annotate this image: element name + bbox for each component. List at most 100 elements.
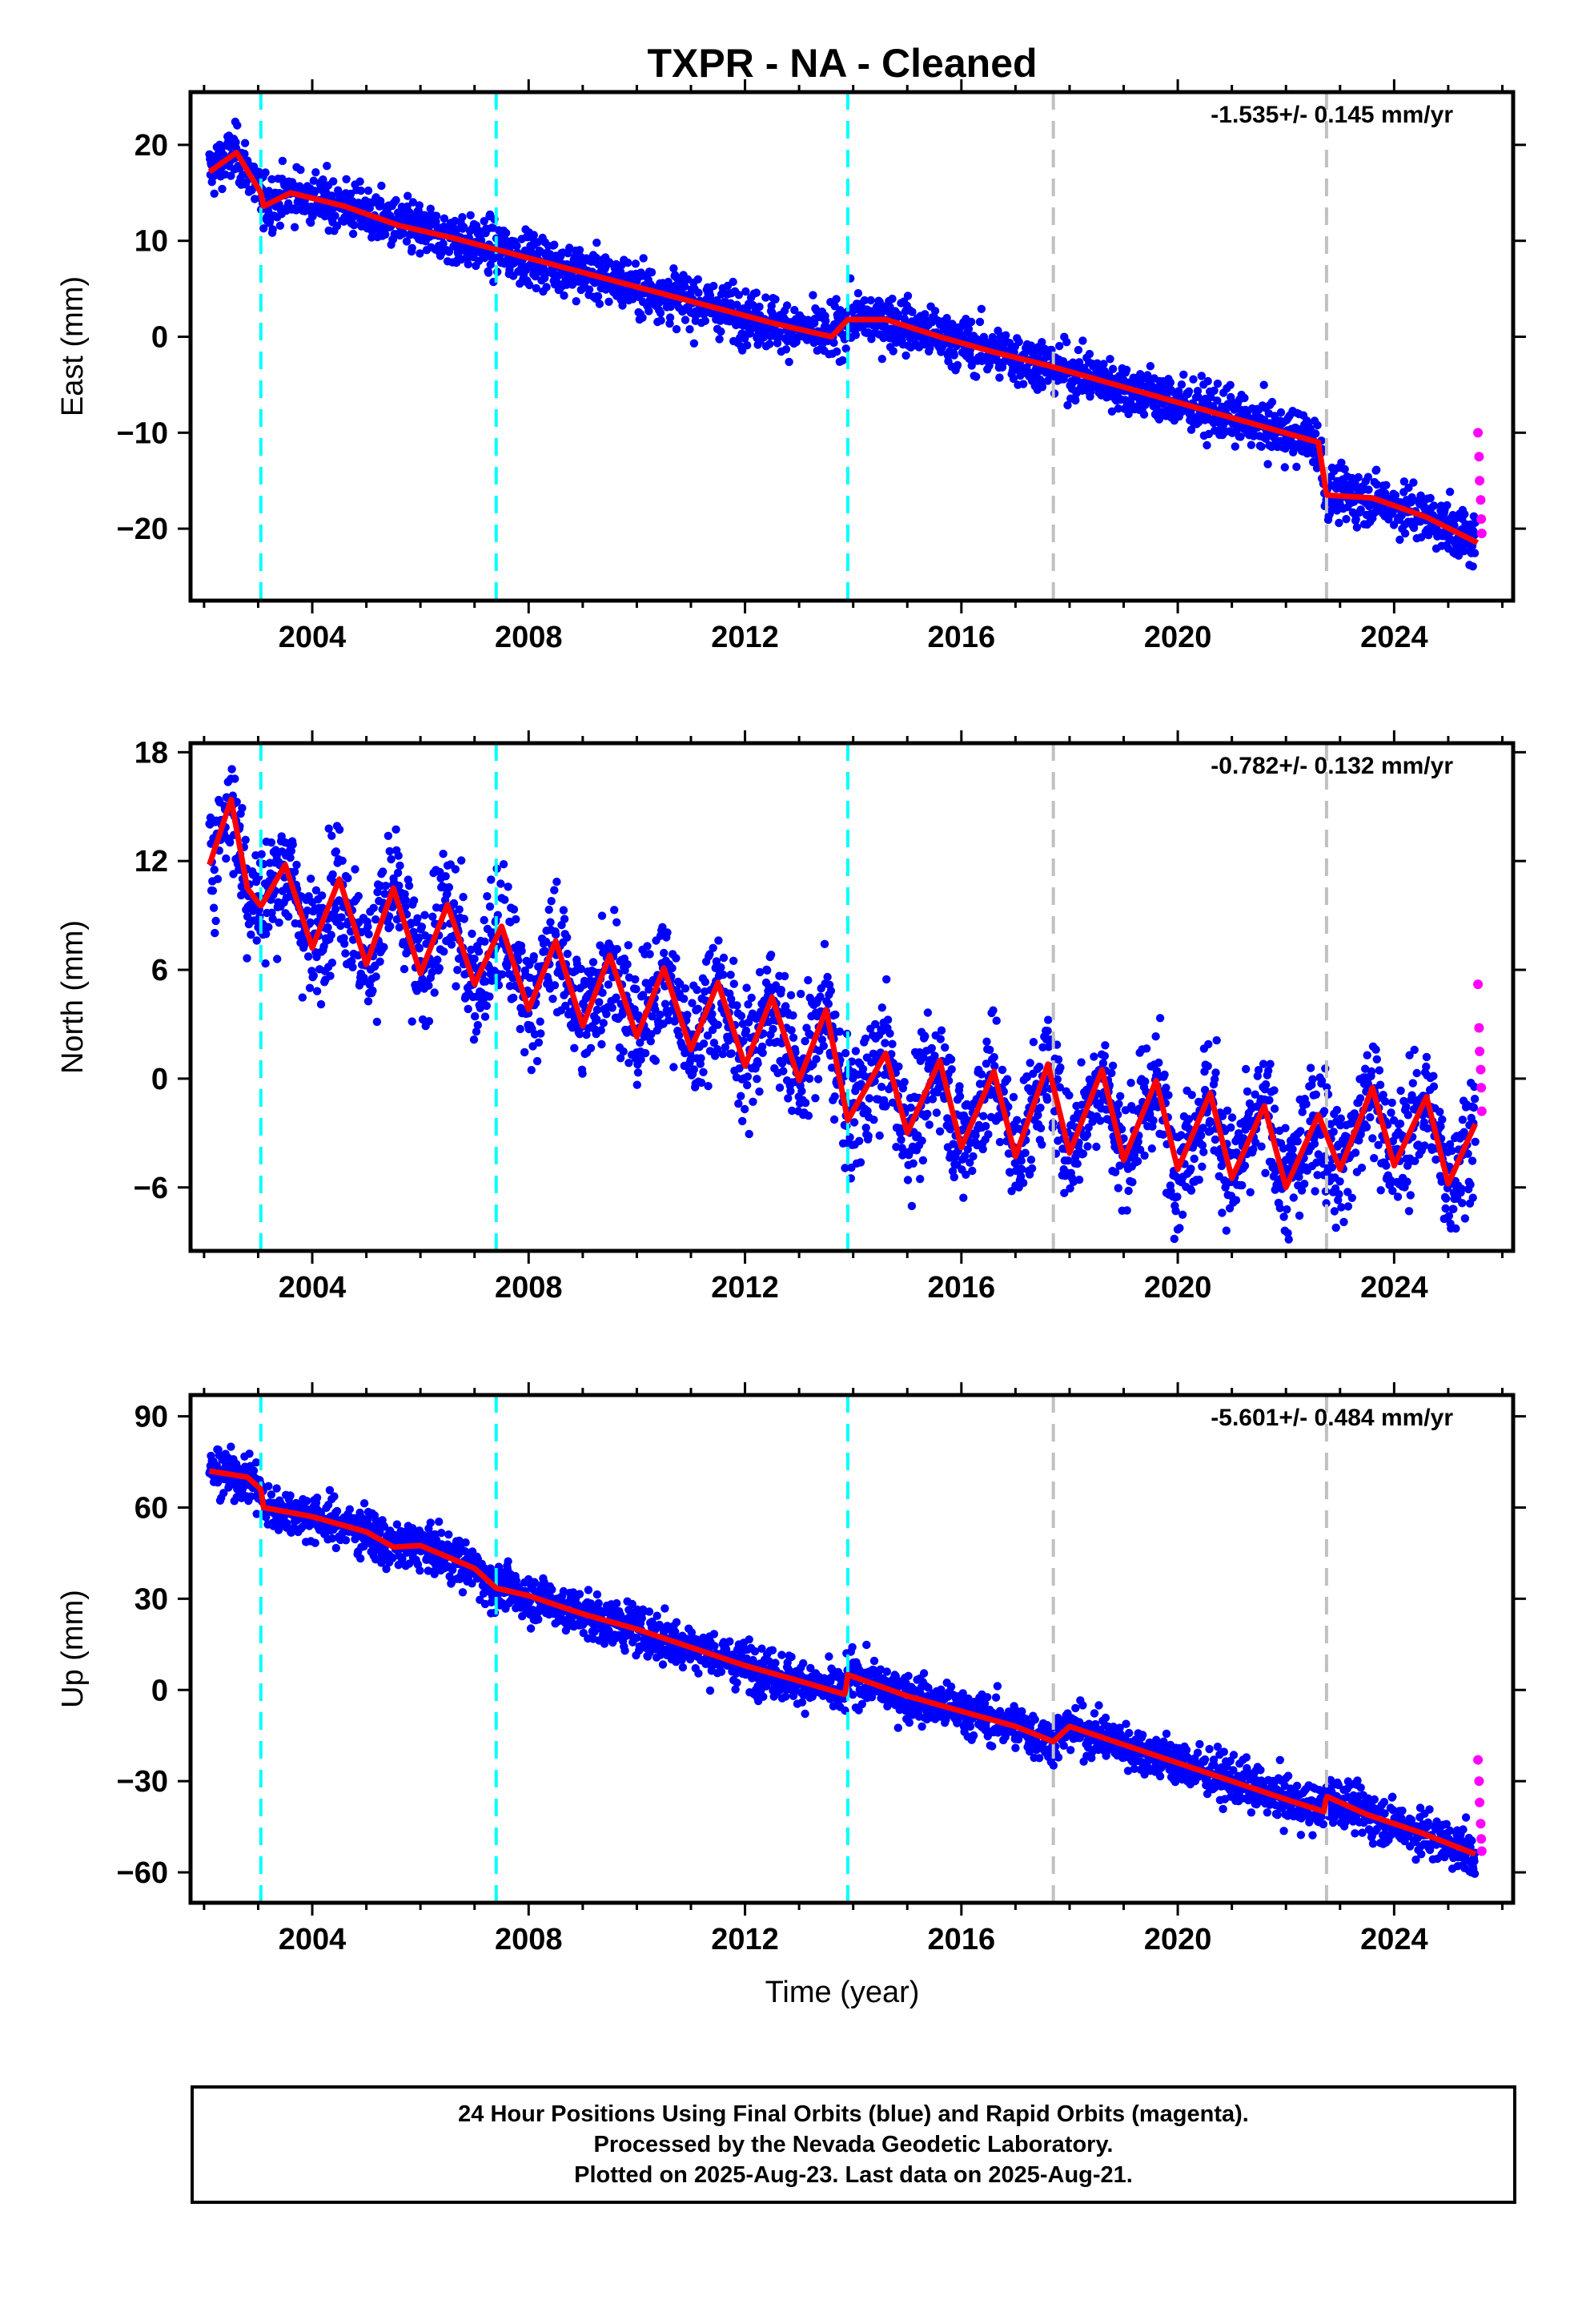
final-orbit-point bbox=[805, 1074, 814, 1084]
final-orbit-point bbox=[663, 928, 672, 937]
final-orbit-point bbox=[1267, 397, 1277, 407]
final-orbit-point bbox=[424, 981, 433, 990]
final-orbit-point bbox=[1108, 1061, 1118, 1071]
final-orbit-point bbox=[541, 947, 550, 956]
y-tick-label: −20 bbox=[117, 513, 168, 546]
final-orbit-point bbox=[470, 955, 479, 963]
final-orbit-point bbox=[371, 972, 380, 981]
final-orbit-point bbox=[430, 988, 439, 997]
final-orbit-point bbox=[681, 282, 689, 291]
final-orbit-point bbox=[1195, 418, 1203, 427]
final-orbit-point bbox=[259, 224, 268, 233]
final-orbit-point bbox=[1203, 376, 1212, 386]
final-orbit-point bbox=[363, 923, 372, 931]
final-orbit-point bbox=[975, 317, 985, 327]
final-orbit-point bbox=[909, 1159, 917, 1168]
final-orbit-point bbox=[785, 357, 793, 367]
final-orbits-series bbox=[205, 765, 1480, 1244]
final-orbit-point bbox=[1085, 349, 1094, 359]
final-orbit-point bbox=[685, 325, 694, 334]
final-orbit-point bbox=[885, 1029, 894, 1038]
final-orbit-point bbox=[363, 997, 373, 1006]
final-orbit-point bbox=[1261, 1168, 1270, 1178]
final-orbit-point bbox=[1468, 562, 1477, 571]
final-orbit-point bbox=[668, 963, 677, 973]
final-orbit-point bbox=[267, 908, 276, 918]
final-orbit-point bbox=[925, 1120, 934, 1129]
final-orbit-point bbox=[327, 931, 335, 939]
final-orbit-point bbox=[801, 1099, 810, 1108]
final-orbit-point bbox=[435, 963, 444, 973]
final-orbit-point bbox=[309, 176, 318, 185]
final-orbit-point bbox=[399, 229, 408, 238]
final-orbit-point bbox=[1295, 1211, 1304, 1220]
final-orbit-point bbox=[733, 1001, 741, 1010]
final-orbit-point bbox=[633, 1068, 643, 1077]
final-orbit-point bbox=[592, 1005, 602, 1015]
final-orbit-point bbox=[869, 1116, 878, 1124]
final-orbit-point bbox=[726, 971, 735, 979]
final-orbit-point bbox=[416, 249, 424, 258]
final-orbit-point bbox=[1279, 1212, 1288, 1221]
final-orbit-point bbox=[812, 1055, 821, 1063]
velocity-rate-label: -1.535+/- 0.145 mm/yr bbox=[1211, 102, 1453, 128]
final-orbit-point bbox=[1363, 472, 1373, 481]
final-orbit-point bbox=[977, 304, 986, 313]
final-orbit-point bbox=[1114, 1100, 1123, 1108]
y-tick-label: 10 bbox=[135, 225, 168, 259]
final-orbit-point bbox=[694, 288, 703, 297]
final-orbit-point bbox=[982, 1037, 991, 1046]
final-orbit-point bbox=[550, 240, 559, 249]
final-orbit-point bbox=[268, 915, 277, 923]
final-orbit-point bbox=[213, 875, 223, 883]
final-orbit-point bbox=[858, 1064, 868, 1074]
final-orbit-point bbox=[546, 918, 555, 927]
final-orbit-point bbox=[1210, 386, 1219, 395]
final-orbit-point bbox=[921, 1032, 930, 1041]
final-orbit-point bbox=[347, 956, 356, 966]
final-orbit-point bbox=[460, 223, 468, 231]
final-orbit-point bbox=[861, 1034, 870, 1043]
final-orbit-point bbox=[1170, 1234, 1179, 1244]
final-orbit-point bbox=[335, 825, 344, 834]
final-orbit-point bbox=[426, 204, 435, 213]
final-orbit-point bbox=[1189, 375, 1198, 384]
final-orbit-point bbox=[1213, 379, 1223, 388]
final-orbit-point bbox=[275, 918, 283, 927]
final-orbit-point bbox=[937, 1026, 946, 1035]
final-orbit-point bbox=[761, 293, 770, 302]
final-orbit-point bbox=[480, 915, 488, 925]
final-orbit-point bbox=[1101, 1041, 1110, 1050]
final-orbit-point bbox=[1409, 478, 1418, 487]
final-orbit-point bbox=[667, 1006, 677, 1015]
final-orbit-point bbox=[550, 886, 559, 895]
final-orbit-point bbox=[1114, 1184, 1123, 1192]
final-orbit-point bbox=[604, 297, 613, 306]
final-orbit-point bbox=[1179, 370, 1188, 379]
final-orbit-point bbox=[226, 838, 235, 847]
final-orbit-point bbox=[305, 983, 315, 992]
final-orbit-point bbox=[1122, 365, 1131, 374]
final-orbit-point bbox=[786, 1087, 795, 1096]
final-orbit-point bbox=[433, 955, 442, 964]
final-orbit-point bbox=[532, 1056, 542, 1066]
final-orbit-point bbox=[747, 993, 756, 1003]
final-orbit-point bbox=[1292, 462, 1301, 472]
final-orbit-point bbox=[903, 292, 913, 300]
final-orbit-point bbox=[1372, 465, 1381, 474]
final-orbit-point bbox=[916, 1175, 925, 1184]
final-orbit-point bbox=[729, 277, 737, 287]
final-orbit-point bbox=[318, 891, 327, 900]
final-orbit-point bbox=[853, 289, 863, 298]
final-orbit-point bbox=[966, 317, 976, 327]
final-orbit-point bbox=[516, 1024, 524, 1034]
final-orbit-point bbox=[955, 1092, 965, 1101]
final-orbit-point bbox=[582, 1030, 591, 1039]
final-orbit-point bbox=[544, 977, 553, 986]
panel-plot-area bbox=[205, 743, 1487, 1251]
final-orbit-point bbox=[753, 1059, 762, 1068]
final-orbit-point bbox=[1246, 1188, 1255, 1197]
rapid-orbit-point bbox=[1473, 428, 1484, 438]
final-orbit-point bbox=[369, 903, 378, 913]
